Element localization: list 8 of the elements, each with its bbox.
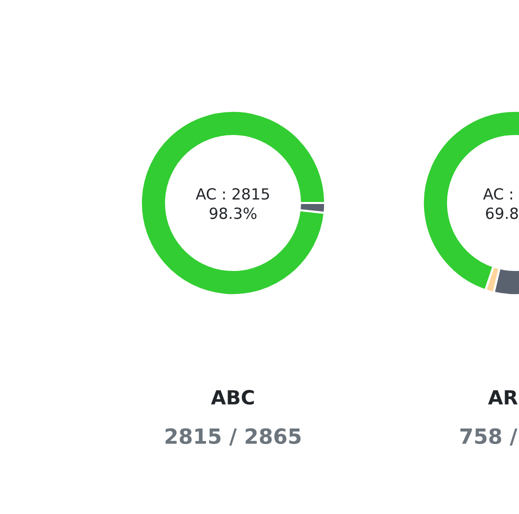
text: 2815 / 2865	[166, 428, 301, 446]
text: AC :	[483, 188, 512, 200]
text: 98.3%	[210, 208, 256, 220]
text: AC : 2815	[196, 188, 269, 200]
text: AR	[488, 390, 518, 404]
text: 69.8	[486, 208, 518, 220]
text: 758 /	[460, 428, 518, 446]
text: ABC	[211, 390, 254, 405]
